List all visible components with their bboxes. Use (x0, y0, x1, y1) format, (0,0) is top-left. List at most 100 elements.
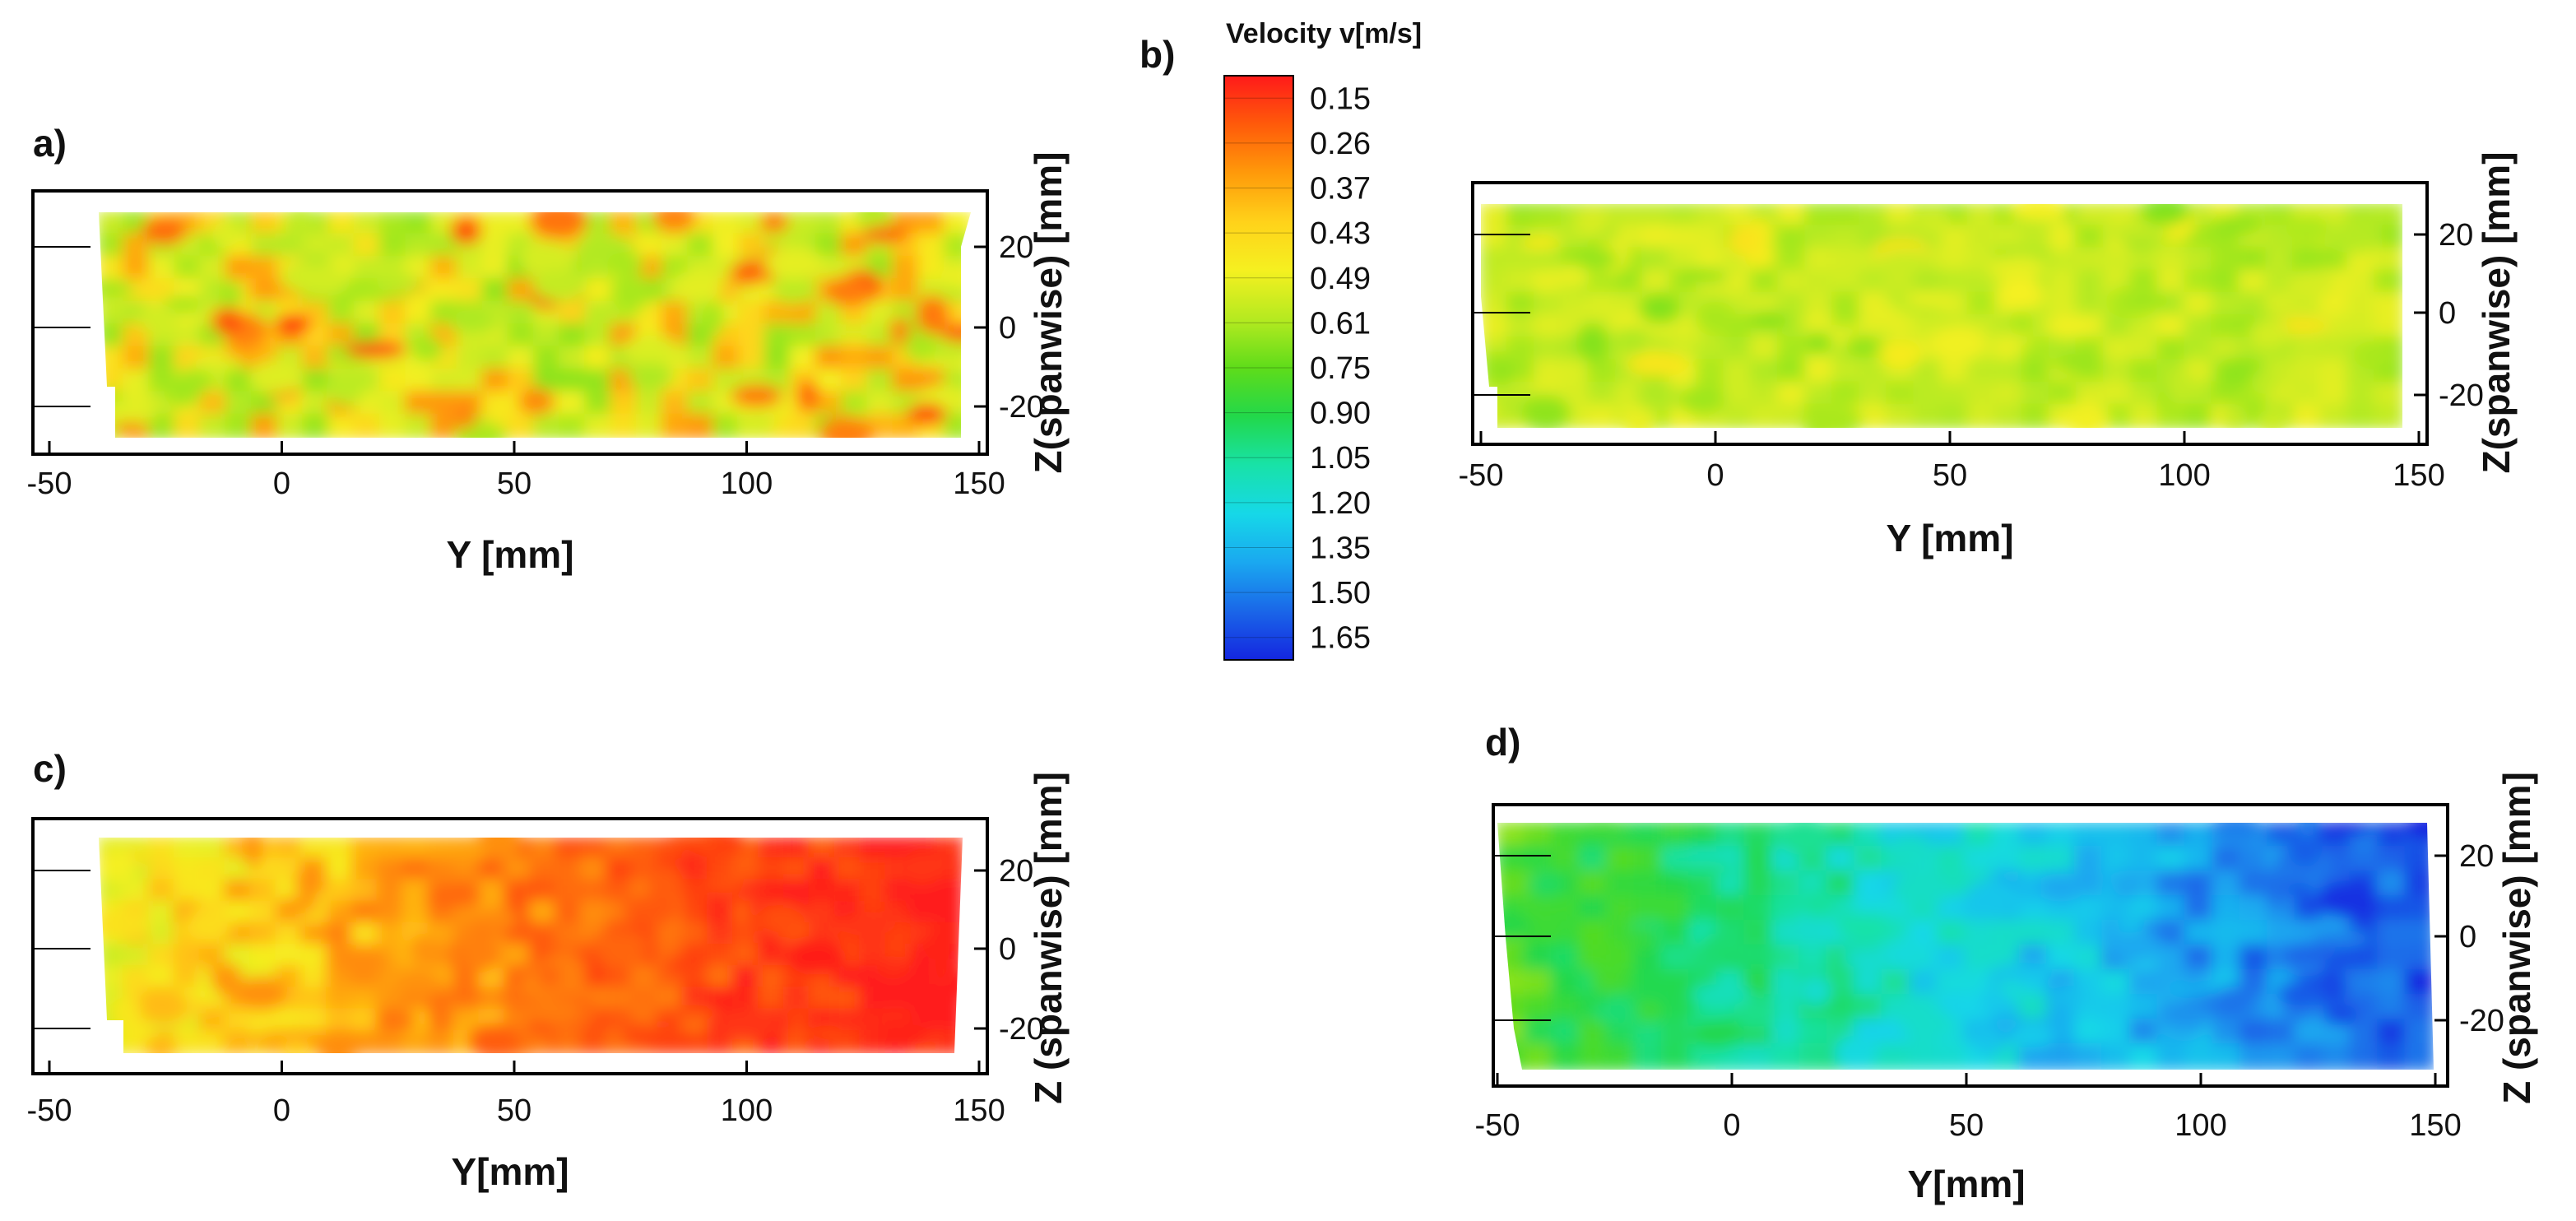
field-cell (1771, 969, 1803, 997)
field-cell (1481, 247, 1510, 273)
field-cell (1993, 381, 2025, 407)
field-cell (605, 857, 634, 883)
x-tick-label: 0 (1723, 1108, 1740, 1143)
y-tick-label: -20 (2459, 1004, 2504, 1038)
field-cell (1696, 204, 1727, 229)
field-blob (529, 212, 588, 239)
field-cell (2073, 846, 2105, 874)
field-cell (1936, 920, 1967, 948)
x-tick-label: 50 (497, 1093, 531, 1128)
field-cell (1641, 204, 1673, 229)
field-cell (2128, 1019, 2161, 1047)
field-blob (1678, 268, 1729, 283)
field-cell (1497, 994, 1527, 1022)
field-cell (1913, 381, 1943, 407)
field-cell (1804, 359, 1836, 385)
field-cell (681, 857, 711, 883)
field-cell (2265, 291, 2296, 318)
field-blob (212, 219, 240, 250)
field-cell (789, 346, 819, 372)
field-cell (866, 346, 896, 372)
field-cell (1826, 870, 1858, 898)
field-cell (99, 346, 127, 372)
field-cell (507, 300, 536, 327)
field-cell (859, 987, 889, 1012)
field-cell (935, 900, 963, 926)
field-cell (1804, 269, 1836, 295)
field-cell (1966, 381, 1998, 407)
field-blob (823, 276, 875, 307)
field-cell (2101, 1043, 2133, 1070)
field-cell (2212, 1019, 2243, 1047)
field-cell (456, 255, 485, 282)
field-cell (2319, 381, 2351, 407)
x-tick-label: 100 (2158, 458, 2210, 493)
field-cell (681, 922, 711, 947)
field-cell (353, 413, 383, 438)
field-cell (1523, 1043, 1554, 1070)
field-cell (2075, 291, 2106, 318)
field-cell (275, 1008, 304, 1033)
field-cell (2374, 204, 2402, 229)
field-cell (2211, 269, 2242, 295)
field-blob (298, 267, 350, 297)
field-cell (2404, 994, 2434, 1022)
field-cell (2128, 969, 2161, 997)
field-cell (2346, 291, 2377, 318)
field-cell (1533, 204, 1564, 229)
field-blob (538, 964, 560, 988)
field-cell (579, 1029, 609, 1053)
field-blob (2035, 873, 2086, 902)
field-blob (2285, 882, 2313, 897)
field-cell (529, 879, 558, 904)
field-cell (481, 391, 511, 417)
field-cell (579, 879, 609, 904)
field-cell (1743, 870, 1775, 898)
x-tick-label: 100 (721, 1093, 773, 1128)
field-cell (1859, 204, 1890, 229)
field-cell (2048, 291, 2079, 318)
field-cell (376, 838, 406, 861)
field-cell (173, 965, 202, 991)
field-cell (99, 368, 127, 395)
field-cell (712, 233, 742, 259)
field-cell (1993, 225, 2025, 251)
field-cell (1523, 969, 1554, 997)
field-cell (1804, 381, 1836, 407)
field-cell (198, 857, 228, 883)
field-cell (481, 346, 511, 372)
field-cell (353, 212, 383, 237)
field-cell (1481, 291, 1510, 318)
field-cell (789, 212, 819, 237)
field-cell (2048, 381, 2079, 407)
field-cell (1550, 1019, 1582, 1047)
field-blob (2316, 880, 2379, 918)
field-cell (808, 879, 838, 904)
field-cell (1743, 920, 1775, 948)
field-cell (859, 1029, 889, 1053)
field-blob (1499, 862, 1521, 876)
y-tick-label: 0 (999, 311, 1016, 346)
field-cell (1804, 225, 1836, 251)
field-cell (2349, 969, 2381, 997)
panel-d-field (1497, 823, 2434, 1070)
colorbar-title: Velocity v[m/s] (1226, 18, 1422, 49)
field-cell (892, 278, 921, 304)
panel-d-label: d) (1485, 721, 1520, 764)
field-cell (300, 987, 329, 1012)
field-cell (789, 323, 819, 350)
field-cell (2238, 247, 2269, 273)
field-cell (2129, 337, 2161, 363)
field-cell (1940, 247, 1970, 273)
field-cell (122, 965, 151, 991)
field-cell (782, 1029, 812, 1053)
field-cell (1578, 846, 1609, 874)
field-cell (1497, 1043, 1527, 1070)
field-cell (1715, 895, 1748, 923)
colorbar-gradient (1224, 76, 1293, 660)
field-cell (2101, 1019, 2133, 1047)
field-blob (175, 369, 216, 391)
field-cell (935, 1008, 963, 1033)
field-cell (529, 857, 558, 883)
field-cell (1523, 1019, 1554, 1047)
